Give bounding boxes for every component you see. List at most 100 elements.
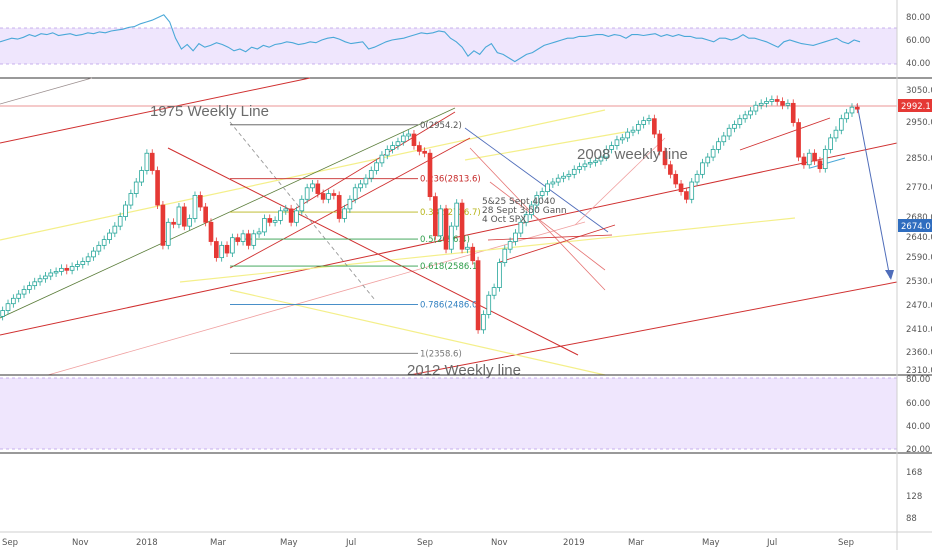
candle-down [657,133,663,152]
candle-up [481,314,486,331]
price-tick: 3050.0 [906,86,932,96]
candle-down [288,208,294,223]
candle-up [716,141,721,150]
candle-up [587,162,593,165]
time-tick: Nov [72,538,89,548]
candle-up [758,102,764,106]
candle-up [529,204,534,216]
candle-down [673,173,679,185]
price-tick: 2950.0 [906,118,932,128]
candle-up [240,233,246,242]
candle-up [304,187,310,200]
candle-up [0,310,5,317]
candle-up [43,275,48,280]
candle-up [609,145,614,150]
rsi-top-tick: 80.00 [906,13,930,23]
trendline-bottom-support [499,224,616,263]
candle-up [641,120,646,125]
trendline-2019-2 [739,117,831,151]
time-tick: Mar [210,538,227,548]
candle-down [662,150,668,166]
candle-up [347,198,353,210]
candle-up [753,104,759,112]
price-tick: 2470.0 [906,301,932,311]
fib-level-label: 1(2358.6) [420,349,462,359]
label-2008-weekly-line: 2008 weekly line [577,146,688,163]
candle-down [336,195,342,219]
candle-up [192,195,198,219]
candle-up [630,129,636,133]
candle-up [705,156,711,164]
rsi-bottom-tick: 40.00 [906,422,930,432]
time-tick: 2018 [136,538,158,548]
current-price-badge [898,99,932,112]
candle-up [491,287,497,296]
price-tick: 2530.0 [906,277,932,287]
candle-down [801,156,807,166]
price-tick: 2360.0 [906,348,932,358]
candle-up [11,297,16,305]
candle-down [668,164,673,175]
candle-up [502,248,508,264]
candle-up [256,231,262,235]
volume-tick: 128 [906,492,922,502]
candle-up [219,244,225,259]
fib-level-label: 0.382(2726.7) [420,208,481,218]
candle-up [176,206,182,225]
time-tick: Sep [2,538,18,548]
price-tick: 2640.0 [906,233,932,243]
projection-arrow [856,103,891,279]
candle-up [689,181,695,200]
candle-up [187,218,192,227]
fibonacci-retracement: 0(2954.2)0.236(2813.6)0.382(2726.7)0.5(2… [230,121,481,359]
rsi-bottom-band [0,378,897,449]
candle-up [5,303,11,311]
candle-down [246,233,251,246]
candle-up [400,135,406,143]
time-axis: Sep Nov 2018 Mar May Jul Sep Nov 2019 Ma… [2,538,854,548]
trendline-2012 [409,281,898,376]
candle-up [374,162,379,171]
trendline-fan-1 [469,147,606,291]
candle-down [416,145,422,152]
note-sept: 5&25 Sept 4040 [482,197,556,207]
candle-up [37,278,43,283]
candle-up [619,137,625,141]
candle-up [294,210,299,223]
candle-down [208,221,214,242]
candle-up [128,193,134,206]
fib-level-label: 0(2954.2) [420,121,462,131]
candle-up [523,214,529,223]
time-tick: Sep [417,538,433,548]
rsi-bottom-axis: 80.00 60.00 40.00 20.00 [906,375,930,455]
price-tick: 2310.0 [906,366,932,376]
candle-up [838,118,844,131]
candle-up [833,129,839,139]
projection-arrowhead-icon [885,270,894,280]
candle-up [133,181,139,194]
candle-up [278,210,283,221]
candle-down [459,202,465,250]
candle-up [101,239,107,246]
candle-down [427,152,433,198]
candle-up [384,149,390,156]
candle-up [539,191,545,196]
candle-up [326,193,331,200]
price-tick: 2770.0 [906,183,932,193]
label-1975-weekly-line: 1975 Weekly Line [150,103,269,120]
candle-up [96,244,102,252]
price-axis: 3050.0 2950.0 2850.0 2770.0 2680.0 2640.… [906,86,932,376]
candle-up [646,118,652,122]
candle-up [368,170,374,179]
candle-up [27,285,32,290]
candle-up [363,177,369,185]
candle-up [21,289,27,295]
candle-up [107,232,112,240]
candle-up [844,112,849,120]
candle-up [636,124,641,131]
volume-tick: 88 [906,514,917,524]
candle-down [171,221,176,225]
candle-up [694,173,700,183]
candle-down [475,260,481,331]
